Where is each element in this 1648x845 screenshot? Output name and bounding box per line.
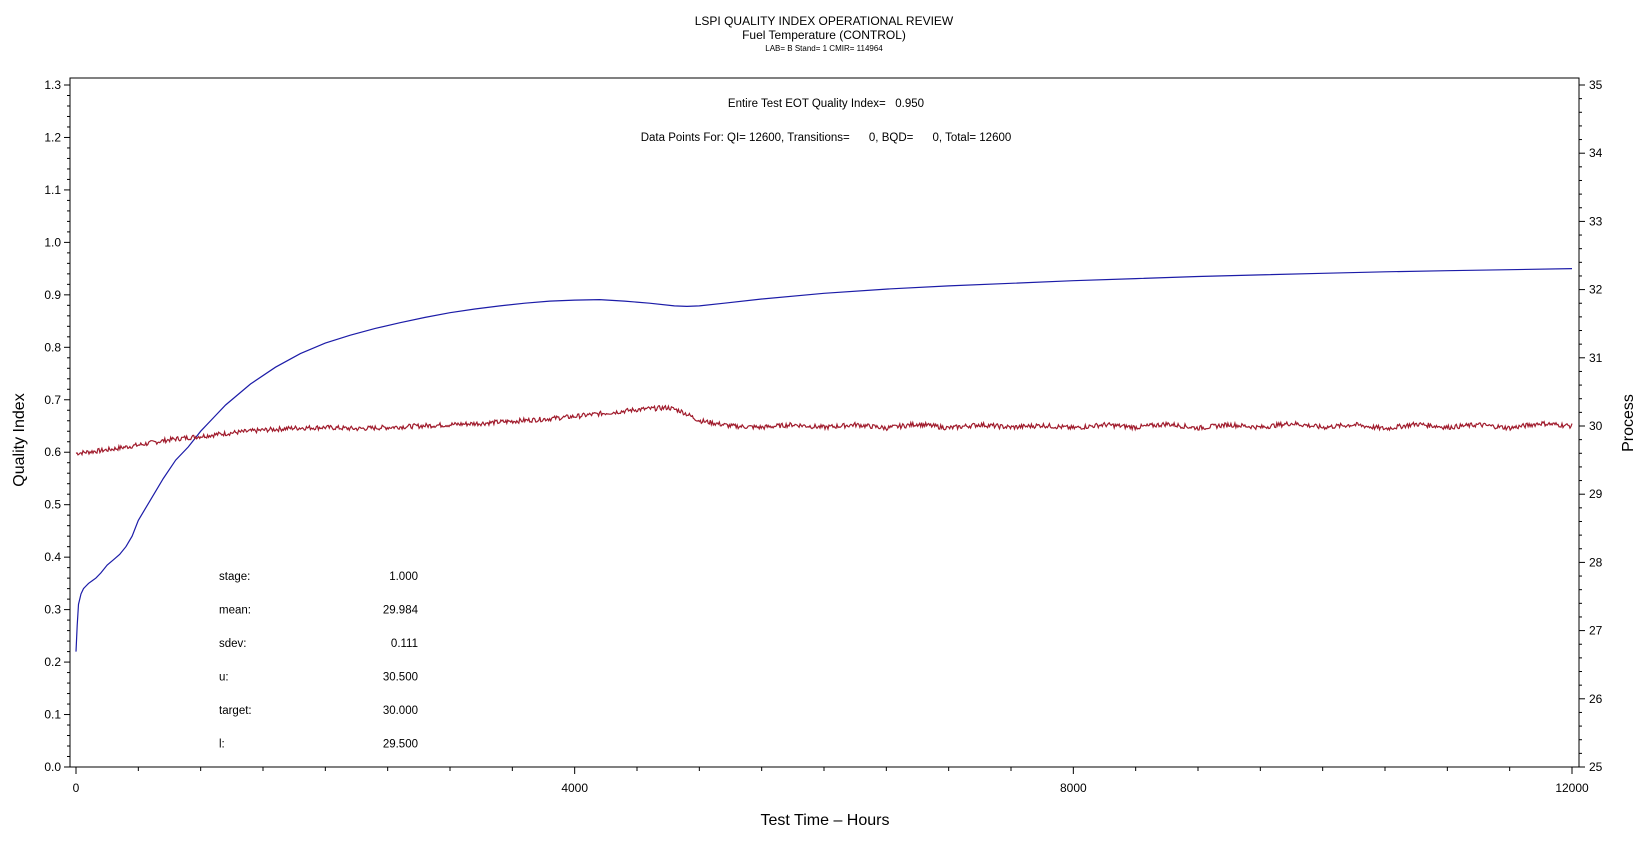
- left-tick-label: 0.5: [44, 498, 61, 512]
- right-axis: 25 26 27 28 29 30 31 32 33 34 35: [1579, 78, 1603, 774]
- right-tick-label: 34: [1589, 146, 1603, 160]
- quality-index-series-line: [75, 268, 1573, 652]
- right-tick-label: 35: [1589, 78, 1603, 92]
- left-tick-label: 0.1: [44, 708, 61, 722]
- left-axis: 0.0 0.1 0.2 0.3 0.4 0.5 0.6 0.7 0.8 0.9 1.0 1.1 1.2 1…: [44, 78, 70, 774]
- right-tick-label: 33: [1589, 214, 1603, 228]
- left-tick-label: 1.2: [44, 130, 61, 144]
- left-tick-label: 1.0: [44, 235, 61, 249]
- left-tick-label: 0.2: [44, 655, 61, 669]
- stat-label: target:: [219, 705, 252, 717]
- stat-value: 1.000: [389, 571, 418, 583]
- left-tick-label: 1.3: [44, 78, 61, 92]
- left-tick-label: 0.8: [44, 340, 61, 354]
- left-tick-label: 1.1: [44, 183, 61, 197]
- series-layer: [75, 268, 1573, 652]
- bottom-tick-label: 12000: [1555, 781, 1589, 795]
- left-tick-label: 0.3: [44, 603, 61, 617]
- stats-block: stage: 1.000 mean: 29.984 sdev: 0.111 u: 30.500…: [219, 571, 419, 751]
- right-tick-label: 26: [1589, 692, 1603, 706]
- stat-label: stage:: [219, 571, 250, 583]
- bottom-axis: 0 4000 8000 12000: [73, 767, 1589, 795]
- right-tick-label: 32: [1589, 283, 1603, 297]
- right-tick-label: 30: [1589, 419, 1603, 433]
- left-tick-label: 0.4: [44, 550, 61, 564]
- stat-value: 29.984: [383, 605, 419, 617]
- x-axis-label: Test Time – Hours: [761, 812, 890, 829]
- right-tick-label: 27: [1589, 624, 1603, 638]
- plot-frame: [69, 77, 1580, 768]
- left-tick-label: 0.9: [44, 288, 61, 302]
- eot-quality-index-text: Entire Test EOT Quality Index= 0.950: [728, 98, 924, 110]
- chart-subtitle: Fuel Temperature (CONTROL): [742, 28, 906, 42]
- right-tick-label: 31: [1589, 351, 1603, 365]
- data-points-text: Data Points For: QI= 12600, Transitions=…: [641, 132, 1012, 144]
- right-tick-label: 29: [1589, 487, 1603, 501]
- stat-label: mean:: [219, 605, 251, 617]
- stat-value: 30.500: [383, 672, 418, 684]
- chart-title: LSPI QUALITY INDEX OPERATIONAL REVIEW: [695, 14, 954, 28]
- stat-label: u:: [219, 672, 229, 684]
- left-tick-label: 0.0: [44, 760, 61, 774]
- left-tick-label: 0.6: [44, 445, 61, 459]
- chart-subtitle-lab: LAB= B Stand= 1 CMIR= 114964: [765, 44, 883, 53]
- stat-label: l:: [219, 739, 225, 751]
- y2-axis-label: Process: [1620, 394, 1637, 452]
- bottom-tick-label: 4000: [561, 781, 588, 795]
- stat-value: 30.000: [383, 705, 418, 717]
- stat-value: 0.111: [391, 638, 418, 650]
- right-tick-label: 28: [1589, 555, 1603, 569]
- y-axis-label: Quality Index: [11, 393, 28, 486]
- bottom-tick-label: 0: [73, 781, 80, 795]
- right-tick-label: 25: [1589, 760, 1603, 774]
- stat-value: 29.500: [383, 739, 418, 751]
- bottom-tick-label: 8000: [1060, 781, 1087, 795]
- left-tick-label: 0.7: [44, 393, 61, 407]
- process-series-line: [75, 404, 1573, 457]
- stat-label: sdev:: [219, 638, 247, 650]
